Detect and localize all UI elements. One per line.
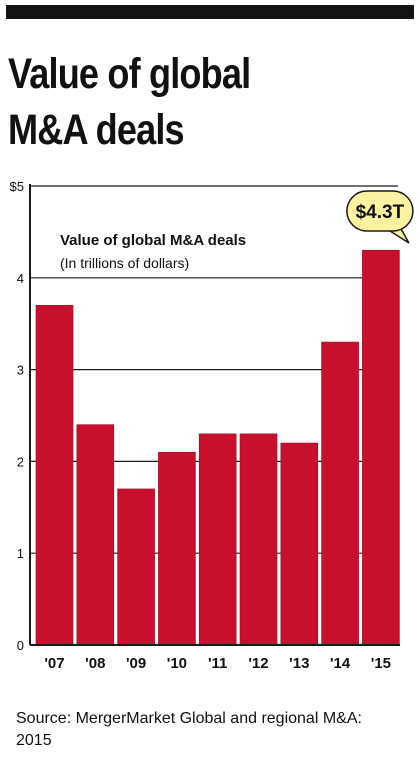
chart-subtitle: (In trillions of dollars) [60, 255, 189, 271]
bar-chart: 0 1 2 3 4 $5 '07 '08 '09 '10 '11 '12 '13 '14 '15 Value… [10, 179, 414, 672]
x-tick-label: '08 [85, 655, 105, 672]
x-tick-label: '07 [44, 655, 64, 672]
y-tick-label: 1 [17, 546, 24, 561]
bar [280, 442, 319, 646]
y-tick-label: 4 [17, 271, 24, 286]
y-tick-label: 2 [17, 454, 24, 469]
x-tick-label: '12 [248, 655, 268, 672]
bar [239, 433, 278, 646]
y-tick-label: $5 [10, 179, 24, 194]
y-tick-label: 0 [17, 638, 24, 653]
bar [321, 341, 359, 646]
chart-title: Value of global M&A deals [60, 232, 246, 249]
x-tick-label: '15 [371, 655, 391, 672]
page-title: Value of global M&A deals [8, 46, 408, 158]
callout-label: $4.3T [356, 202, 405, 223]
bar [158, 451, 196, 646]
bar [362, 249, 400, 646]
bar [117, 488, 155, 646]
page-title-line-1: Value of global [8, 50, 251, 98]
page-title-line-2: M&A deals [8, 106, 185, 154]
x-tick-label: '14 [330, 655, 351, 672]
axis-layer: 0 1 2 3 4 $5 '07 '08 '09 '10 '11 '12 '13 '14 '15 [10, 179, 400, 672]
callout-layer: $4.3T [346, 190, 414, 244]
x-tick-label: '10 [167, 655, 187, 672]
bar-layer [35, 249, 400, 646]
source-note: Source: MergerMarket Global and regional… [16, 710, 362, 749]
x-tick-label: '09 [126, 655, 146, 672]
bar [35, 305, 74, 646]
y-tick-label: 3 [17, 363, 24, 378]
callout-bubble [346, 190, 414, 232]
bar [198, 433, 237, 646]
bar [76, 424, 115, 646]
x-tick-label: '13 [289, 655, 309, 672]
x-tick-label: '11 [208, 655, 227, 672]
header-rule [6, 5, 414, 19]
